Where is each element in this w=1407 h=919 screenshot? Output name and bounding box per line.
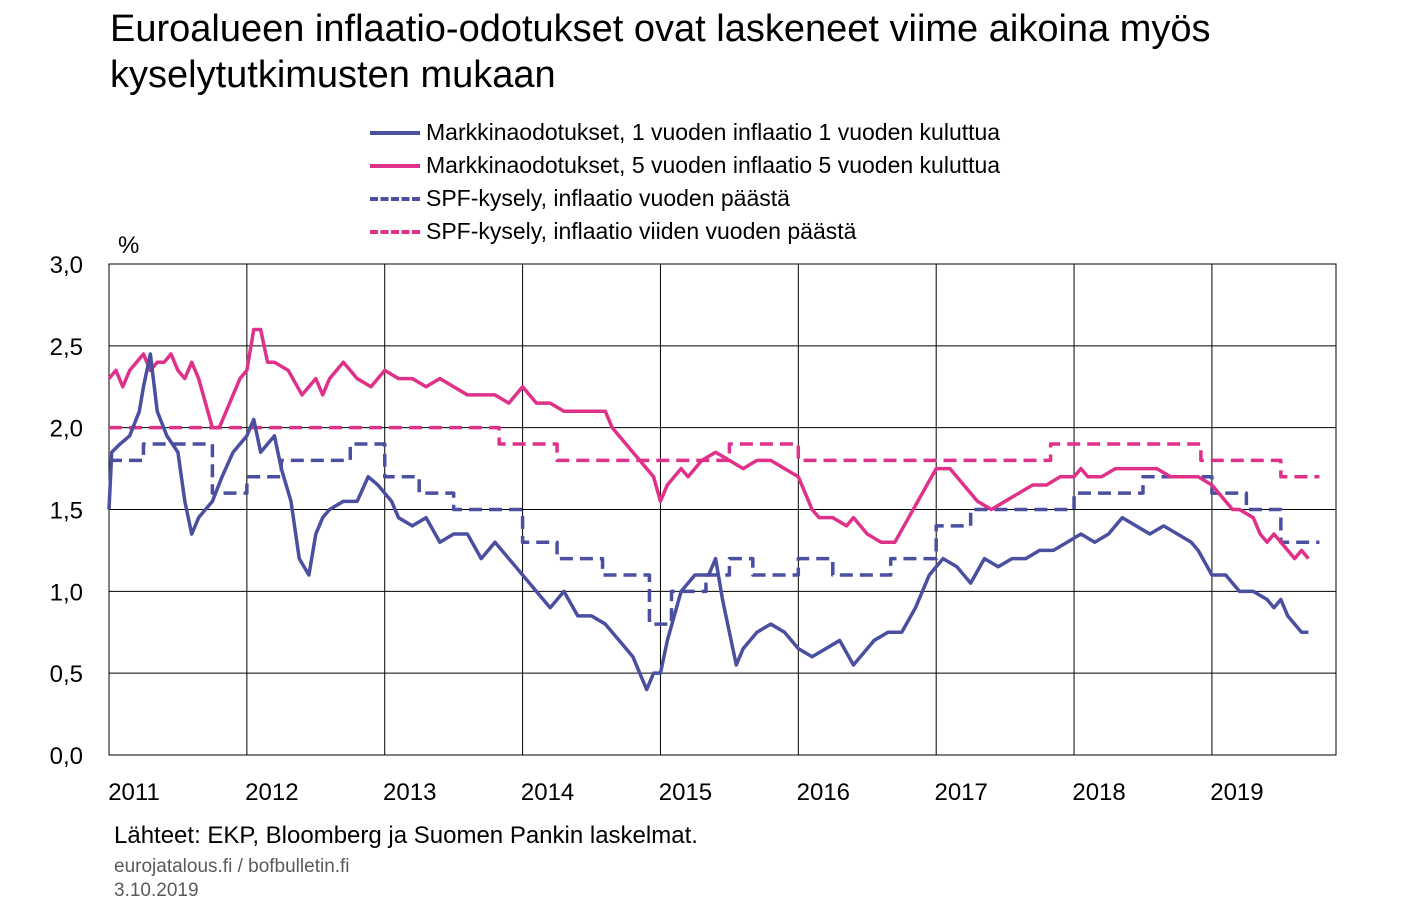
y-tick-label: 0,5 [50, 661, 83, 688]
legend-item-4: SPF-kysely, inflaatio viiden vuoden pääs… [370, 215, 1000, 248]
x-tick-label: 2012 [245, 779, 298, 806]
legend-swatch-4 [370, 229, 420, 234]
x-tick-label: 2014 [521, 779, 574, 806]
x-tick-label: 2017 [934, 779, 987, 806]
y-axis-unit: % [118, 232, 140, 259]
chart-legend: Markkinaodotukset, 1 vuoden inflaatio 1 … [370, 116, 1000, 248]
x-tick-label: 2019 [1210, 779, 1263, 806]
y-tick-label: 2,0 [50, 416, 83, 443]
x-tick-label: 2015 [659, 779, 712, 806]
legend-swatch-3 [370, 196, 420, 201]
date-note: 3.10.2019 [114, 880, 199, 901]
legend-swatch-2 [370, 163, 420, 168]
y-tick-label: 0,0 [50, 743, 83, 770]
y-tick-label: 3,0 [50, 252, 83, 279]
x-tick-label: 2016 [797, 779, 850, 806]
legend-label-1: Markkinaodotukset, 1 vuoden inflaatio 1 … [426, 119, 1001, 145]
x-tick-label: 2013 [383, 779, 436, 806]
source-note: Lähteet: EKP, Bloomberg ja Suomen Pankin… [114, 822, 698, 849]
legend-item-3: SPF-kysely, inflaatio vuoden päästä [370, 182, 1000, 215]
series-line-1 [107, 352, 1309, 692]
series-line-2 [107, 327, 1310, 561]
y-tick-label: 2,5 [50, 334, 83, 361]
y-tick-label: 1,5 [50, 498, 83, 525]
chart-title: Euroalueen inflaatio-odotukset ovat lask… [110, 8, 1211, 96]
legend-label-3: SPF-kysely, inflaatio vuoden päästä [426, 185, 790, 211]
series-line-3 [109, 442, 1320, 626]
y-tick-label: 1,0 [50, 579, 83, 606]
x-tick-label: 2018 [1072, 779, 1125, 806]
legend-item-2: Markkinaodotukset, 5 vuoden inflaatio 5 … [370, 149, 1000, 182]
legend-item-1: Markkinaodotukset, 1 vuoden inflaatio 1 … [370, 116, 1000, 149]
legend-label-2: Markkinaodotukset, 5 vuoden inflaatio 5 … [426, 152, 1001, 178]
site-note: eurojatalous.fi / bofbulletin.fi [114, 856, 350, 877]
series-line-4 [109, 425, 1320, 479]
legend-swatch-1 [370, 130, 420, 135]
legend-label-4: SPF-kysely, inflaatio viiden vuoden pääs… [426, 218, 857, 244]
x-tick-label: 2011 [108, 779, 160, 806]
